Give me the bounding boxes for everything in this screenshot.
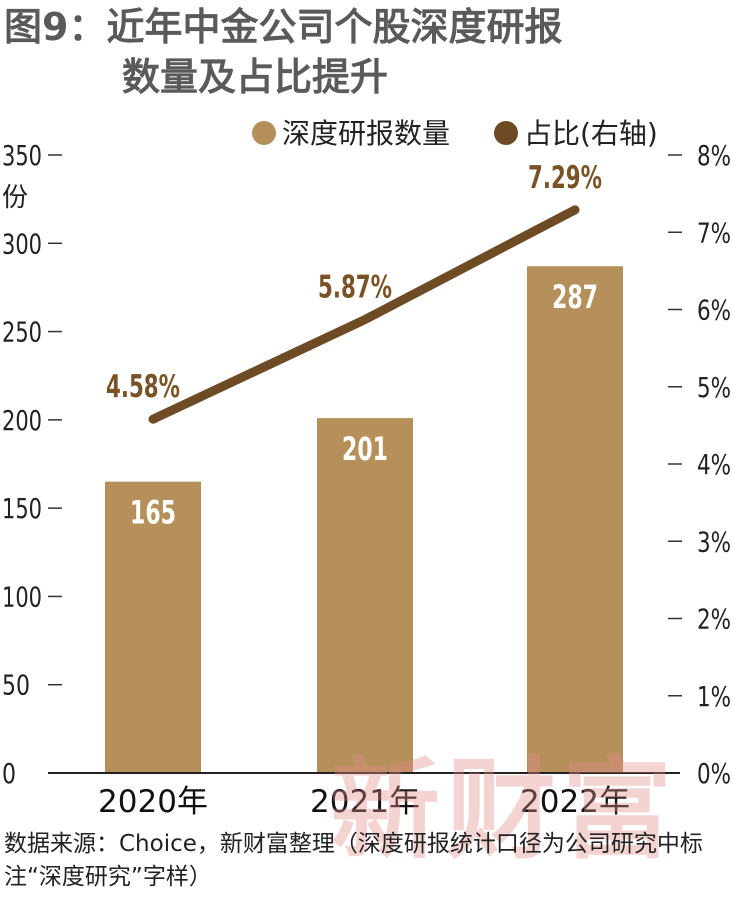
ratio-point-2 [364,318,366,321]
ratio-point-1 [152,418,154,421]
title-line-2: 数量及占比提升 [122,55,389,99]
legend-line-swatch [494,121,518,145]
chart-title: 图9：近年中金公司个股深度研报 数量及占比提升 [4,2,729,102]
left-axis-unit: 份 [2,183,28,213]
bar-value-label: 201 [342,430,388,468]
bar-1 [105,481,201,773]
left-axis-tick-label: 0 [2,757,16,790]
source-note: 数据来源：Choice，新财富整理（深度研报统计口径为公司研究中标注“深度研究”… [4,831,703,890]
left-axis-tick-label: 300 [2,227,42,260]
right-axis-tick-label: 1% [697,680,731,713]
left-axis-tick-label: 250 [2,316,42,349]
bar-2 [317,418,413,773]
title-line-1: 图9：近年中金公司个股深度研报 [4,5,563,49]
right-axis-tick-label: 4% [697,448,731,481]
right-axis-tick-label: 6% [697,294,731,327]
left-axis-tick-label: 350 [2,139,42,172]
right-axis-tick-label: 0% [697,757,731,790]
ratio-point-3 [574,208,576,211]
left-axis-tick-label: 100 [2,580,42,613]
legend-bar-swatch [252,121,276,145]
x-axis-category-label: 2020年 [98,784,208,820]
bar-value-label: 165 [130,494,176,532]
right-axis-tick-label: 7% [697,216,731,249]
x-axis-category-label: 2021年 [310,784,420,820]
right-axis-tick-label: 8% [697,139,731,172]
right-axis-tick-label: 3% [697,525,731,558]
ratio-value-label: 7.29% [528,160,602,196]
watermark-logo: 新财富 [330,745,678,874]
ratio-value-label: 5.87% [318,270,392,306]
ratio-value-label: 4.58% [106,369,180,405]
right-axis-tick-label: 2% [697,603,731,636]
bar-value-label: 287 [552,278,598,316]
left-axis-tick-label: 150 [2,492,42,525]
x-axis-category-label: 2022年 [520,784,630,820]
right-axis-tick-label: 5% [697,371,731,404]
bar-3 [527,266,623,773]
left-axis-tick-label: 200 [2,404,42,437]
legend-bar-label: 深度研报数量 [282,117,450,150]
legend-line-label: 占比(右轴) [524,117,658,150]
ratio-line [148,205,580,424]
left-axis-tick-label: 50 [2,669,30,702]
